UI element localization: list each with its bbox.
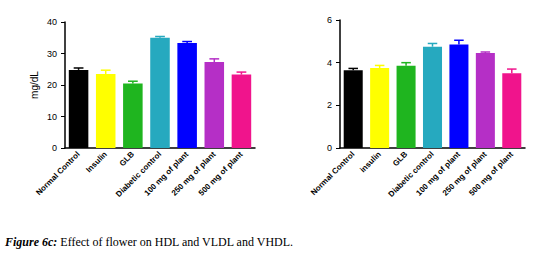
svg-text:mg/dL: mg/dL: [29, 71, 40, 99]
svg-text:4: 4: [327, 58, 332, 68]
svg-text:20: 20: [47, 80, 57, 90]
svg-text:2: 2: [327, 100, 332, 110]
svg-text:insulin: insulin: [358, 150, 383, 175]
svg-text:Normal Control: Normal Control: [309, 150, 356, 197]
svg-text:100 mg of plant: 100 mg of plant: [143, 150, 191, 198]
svg-text:6: 6: [327, 15, 332, 25]
svg-text:Diabetic control: Diabetic control: [114, 150, 163, 199]
svg-text:Normal Control: Normal Control: [34, 150, 81, 197]
svg-text:Figure 6c:: Figure 6c:: [4, 235, 57, 249]
svg-text:40: 40: [47, 17, 57, 27]
svg-text:GLB: GLB: [118, 150, 136, 168]
svg-text:500 mg of plant: 500 mg of plant: [197, 150, 245, 198]
svg-text:Effect of flower on HDL and VL: Effect of flower on HDL and VLDL and VHD…: [57, 235, 293, 249]
svg-text:30: 30: [47, 49, 57, 59]
svg-text:Insulin: Insulin: [84, 150, 109, 175]
svg-text:GLB: GLB: [391, 150, 409, 168]
svg-text:0: 0: [327, 143, 332, 153]
svg-text:0: 0: [52, 143, 57, 153]
svg-text:10: 10: [47, 112, 57, 122]
svg-text:250 mg of plant: 250 mg of plant: [441, 150, 489, 198]
svg-text:500 mg of plant: 500 mg of plant: [467, 150, 515, 198]
svg-text:100 mg of plant: 100 mg of plant: [414, 150, 462, 198]
svg-text:Diabetic control: Diabetic control: [387, 150, 436, 199]
svg-text:250 mg of plant: 250 mg of plant: [170, 150, 218, 198]
